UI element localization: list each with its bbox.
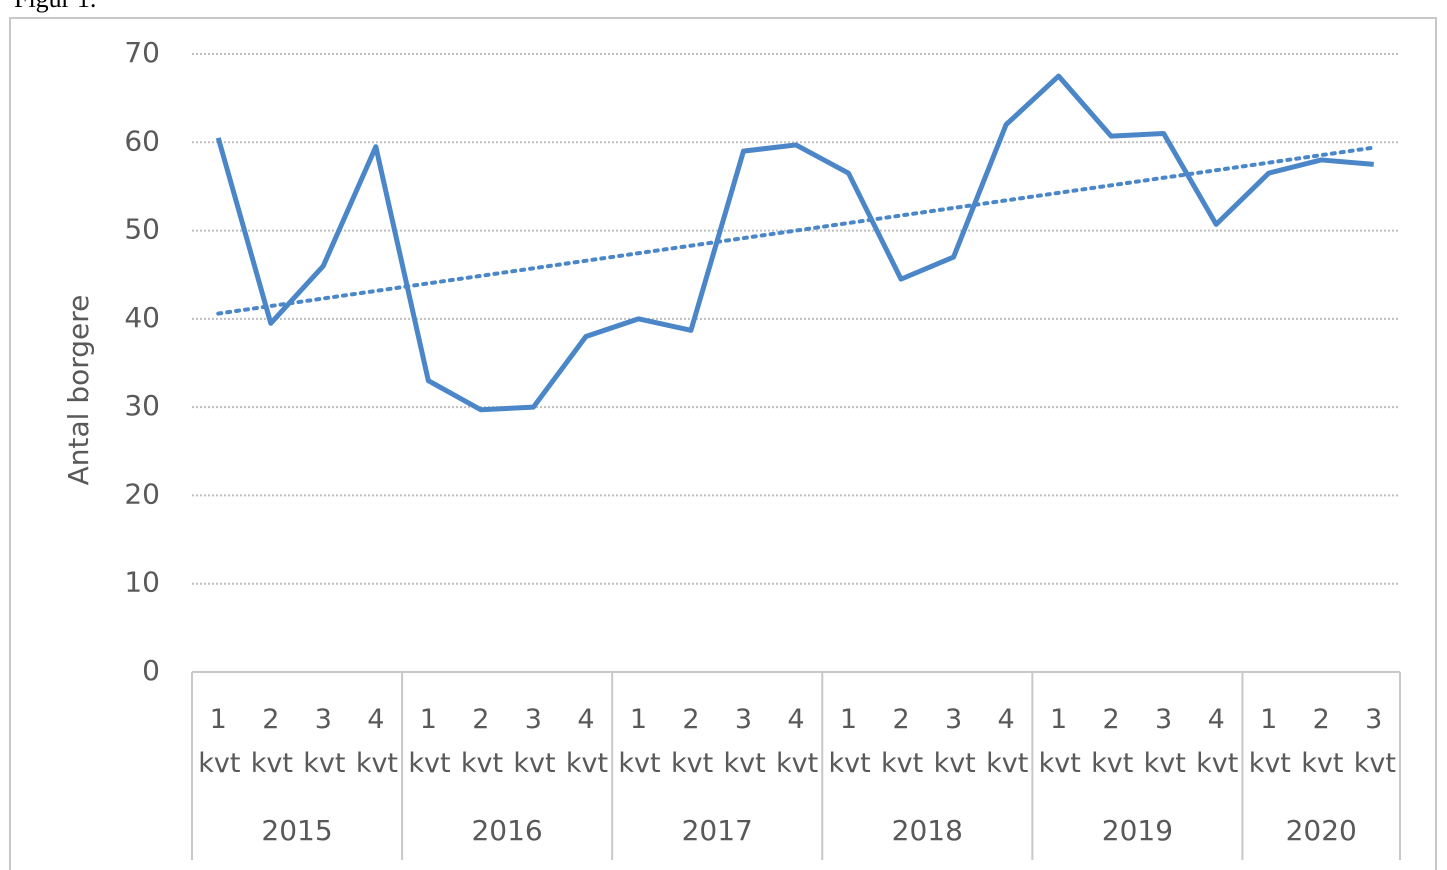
year-label: 2015 xyxy=(261,814,332,847)
x-tick-label: 1 kvt xyxy=(408,704,451,779)
y-tick-label: 40 xyxy=(124,301,160,334)
caption: Figur 1. xyxy=(14,0,96,14)
x-tick-label: 3 kvt xyxy=(513,704,556,779)
x-tick-label: 2 kvt xyxy=(460,704,504,779)
y-tick-label: 20 xyxy=(124,477,160,510)
y-tick-label: 70 xyxy=(124,36,160,69)
x-tick-label: 3 kvt xyxy=(303,704,346,779)
year-label: 2016 xyxy=(471,814,542,847)
trend-line xyxy=(216,145,1376,316)
x-tick-label: 2 kvt xyxy=(881,704,924,779)
x-tick-label: 4 kvt xyxy=(565,704,609,779)
y-tick-label: 0 xyxy=(142,654,160,687)
x-tick-label: 1 kvt xyxy=(1038,704,1081,779)
x-tick-label: 4 kvt xyxy=(986,704,1029,779)
x-tick-label: 2 kvt xyxy=(250,704,293,779)
x-tick-label: 1 kvt xyxy=(618,704,661,779)
year-label: 2019 xyxy=(1102,814,1173,847)
x-tick-label: 3 kvt xyxy=(723,704,766,779)
x-tick-label: 1 kvt xyxy=(1248,704,1291,779)
chart-border xyxy=(9,17,1437,870)
x-tick-label: 2 kvt xyxy=(670,704,714,779)
x-tick-label: 3 kvt xyxy=(933,704,976,779)
year-label: 2020 xyxy=(1286,814,1357,847)
year-label: 2018 xyxy=(892,814,963,847)
y-tick-label: 30 xyxy=(124,389,160,422)
x-tick-label: 2 kvt xyxy=(1091,704,1134,779)
x-tick-label: 4 kvt xyxy=(1196,704,1239,779)
x-tick-label: 2 kvt xyxy=(1301,704,1344,779)
y-axis-title: Antal borgere xyxy=(62,295,95,486)
year-label: 2017 xyxy=(682,814,753,847)
y-tick-label: 50 xyxy=(124,213,160,246)
x-tick-label: 4 kvt xyxy=(355,704,399,779)
x-tick-label: 1 kvt xyxy=(198,704,241,779)
x-tick-label: 4 kvt xyxy=(776,704,819,779)
data-line xyxy=(215,73,1374,413)
x-tick-label: 3 kvt xyxy=(1353,704,1396,779)
y-tick-label: 10 xyxy=(124,566,160,599)
x-tick-label: 3 kvt xyxy=(1143,704,1186,779)
y-tick-label: 60 xyxy=(124,124,160,157)
x-tick-label: 1 kvt xyxy=(828,704,871,779)
